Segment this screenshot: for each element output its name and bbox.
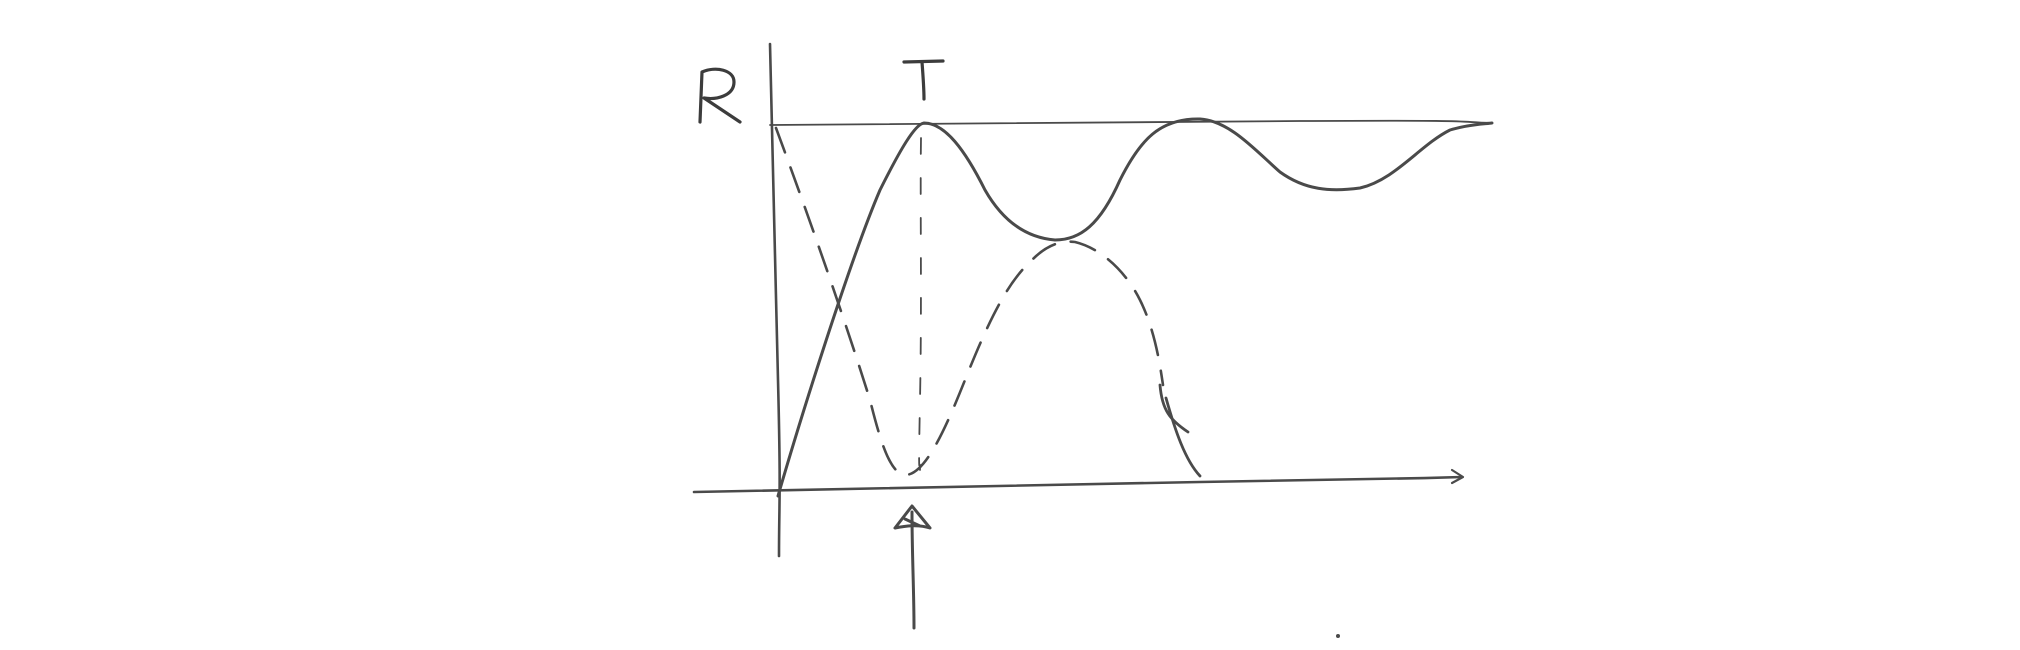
arrow-head (893, 504, 932, 530)
stray-mark (1336, 634, 1340, 638)
y-axis (768, 42, 781, 558)
peak-label: T (902, 59, 945, 101)
reference-line-r (769, 119, 1493, 126)
peak-marker-line (918, 137, 922, 471)
arrow-shaft (910, 510, 916, 630)
dashed-curve (774, 126, 1165, 477)
x-axis-arrowhead (1450, 468, 1465, 485)
x-axis (692, 475, 1464, 494)
axes (692, 42, 1465, 558)
time-marker-arrow (893, 504, 932, 630)
dashed-curve-tail (1158, 383, 1202, 478)
letter-r-strokes (698, 67, 742, 124)
response-curve (776, 117, 1494, 498)
letter-t-strokes (902, 59, 945, 101)
y-axis-label: R (698, 67, 742, 124)
